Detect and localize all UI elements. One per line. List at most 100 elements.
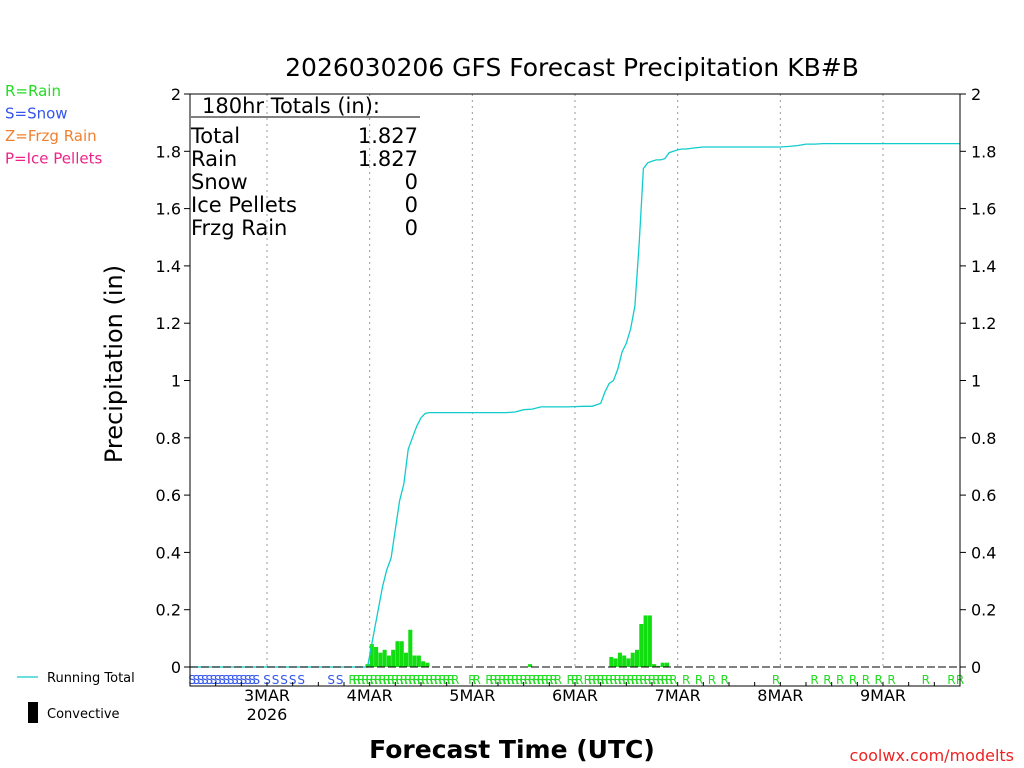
rain-bar xyxy=(425,662,430,667)
ptype-marker: R xyxy=(823,673,831,687)
ptype-marker: R xyxy=(810,673,818,687)
x-tick-sublabel: 2026 xyxy=(247,705,288,724)
ptype-marker: R xyxy=(365,673,373,687)
totals-row-value: 0 xyxy=(405,216,418,240)
ptype-legend: R=Rain S=Snow Z=Frzg Rain P=Ice Pellets xyxy=(5,82,102,168)
y-tick-label-right: 1.2 xyxy=(971,314,996,333)
rain-bar xyxy=(634,649,640,667)
ptype-marker: R xyxy=(532,673,540,687)
ptype-marker: S xyxy=(231,673,239,687)
ptype-marker: R xyxy=(434,673,442,687)
ptype-marker: S xyxy=(327,673,335,687)
rain-bar xyxy=(630,652,635,667)
ptype-marker: S xyxy=(193,673,201,687)
ptype-marker: S xyxy=(263,673,271,687)
running-total-line xyxy=(190,142,960,668)
ptype-marker: R xyxy=(490,673,498,687)
ptype-marker: S xyxy=(223,673,231,687)
x-axis-label: Forecast Time (UTC) xyxy=(369,735,655,764)
ptype-marker: R xyxy=(451,673,459,687)
ptype-marker: S xyxy=(244,673,252,687)
ptype-marker: R xyxy=(515,673,523,687)
ptype-marker: R xyxy=(511,673,519,687)
totals-rows: Total 1.827 Rain 1.827 Snow 0 Ice Pellets 0 Frzg… xyxy=(190,124,418,240)
ptype-marker: R xyxy=(626,673,634,687)
rain-bar xyxy=(664,662,670,667)
ptype-marker: R xyxy=(922,673,930,687)
ptype-marker: R xyxy=(468,673,476,687)
totals-box: 180hr Totals (in): Total 1.827 Rain 1.827 Sn… xyxy=(190,94,420,240)
ptype-marker: R xyxy=(408,673,416,687)
rain-bar xyxy=(416,655,421,667)
ptype-marker: R xyxy=(575,673,583,687)
totals-row-label: Rain xyxy=(191,147,237,171)
y-tick-label-left: 1 xyxy=(171,372,181,391)
ptype-marker: R xyxy=(537,673,545,687)
x-tick-label: 7MAR xyxy=(655,686,701,705)
totals-row-value: 0 xyxy=(405,170,418,194)
ptype-marker: R xyxy=(695,673,703,687)
ptype-marker: S xyxy=(336,673,344,687)
ptype-marker: R xyxy=(887,673,895,687)
ptype-marker: R xyxy=(592,673,600,687)
ptype-marker: R xyxy=(584,673,592,687)
ptype-marker: R xyxy=(947,673,955,687)
rain-bar xyxy=(403,652,409,667)
x-tick-label: 6MAR xyxy=(552,686,598,705)
x-tick-label: 4MAR xyxy=(347,686,393,705)
y-tick-label-right: 0.8 xyxy=(971,429,996,448)
rain-bar xyxy=(395,641,400,667)
rain-bar xyxy=(378,652,383,667)
ptype-marker: R xyxy=(472,673,480,687)
ptype-marker: R xyxy=(549,673,557,687)
ptype-marker: R xyxy=(639,673,647,687)
ptype-legend-item: Z=Frzg Rain xyxy=(5,127,97,145)
ptype-marker: S xyxy=(201,673,209,687)
ptype-marker: R xyxy=(648,673,656,687)
rain-bar xyxy=(408,629,413,667)
ptype-marker: S xyxy=(240,673,248,687)
y-tick-label-right: 0.4 xyxy=(971,543,996,562)
ptype-marker: R xyxy=(383,673,391,687)
running-total-layer xyxy=(190,142,960,668)
ptype-marker: R xyxy=(353,673,361,687)
axes: 0 00.2 0.20.4 0.40.6 0.60.8 0.81 11.2 1.21.4 1.4… xyxy=(156,85,997,724)
ptype-marker: R xyxy=(370,673,378,687)
y-tick-label-left: 1.4 xyxy=(156,257,181,276)
ptype-marker: R xyxy=(417,673,425,687)
ptype-marker: R xyxy=(357,673,365,687)
ptype-marker: R xyxy=(519,673,527,687)
ptype-marker: S xyxy=(235,673,243,687)
rain-bar xyxy=(656,665,661,667)
ptype-marker: R xyxy=(665,673,673,687)
ptype-marker: R xyxy=(442,673,450,687)
ptype-marker: R xyxy=(507,673,515,687)
ptype-marker: S xyxy=(280,673,288,687)
ptype-marker: S xyxy=(272,673,280,687)
ptype-marker: R xyxy=(682,673,690,687)
ptype-marker: R xyxy=(447,673,455,687)
rain-bar xyxy=(617,652,622,667)
ptype-marker: R xyxy=(498,673,506,687)
rain-bar xyxy=(647,615,652,667)
ptype-marker: R xyxy=(404,673,412,687)
ptype-marker: R xyxy=(554,673,562,687)
chart-title: 2026030206 GFS Forecast Precipitation KB… xyxy=(285,53,859,82)
convective-swatch xyxy=(28,702,38,723)
rain-bar xyxy=(386,655,391,667)
rain-bar xyxy=(421,661,426,667)
y-tick-label-left: 2 xyxy=(171,85,181,104)
ptype-marker: R xyxy=(541,673,549,687)
watermark: coolwx.com/modelts xyxy=(850,746,1014,765)
day-gridlines xyxy=(266,94,884,667)
totals-heading: 180hr Totals (in): xyxy=(202,94,380,118)
ptype-marker: S xyxy=(197,673,205,687)
y-tick-label-left: 1.2 xyxy=(156,314,181,333)
ptype-marker: S xyxy=(188,673,196,687)
rain-bar xyxy=(382,649,387,667)
ptype-marker: R xyxy=(588,673,596,687)
ptype-marker: R xyxy=(875,673,883,687)
ptype-marker: R xyxy=(524,673,532,687)
rain-bar xyxy=(622,655,627,667)
